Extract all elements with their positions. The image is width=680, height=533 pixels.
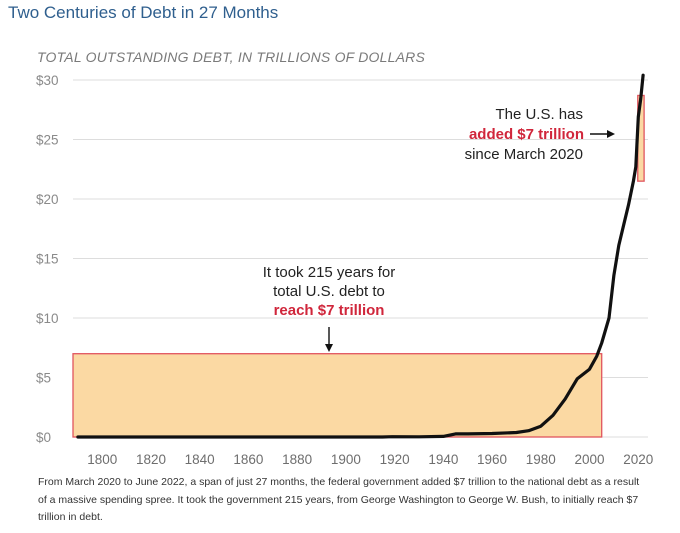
y-tick-label: $10 [36,311,59,326]
arrow-head [607,130,615,138]
annotation-text: The U.S. has [495,106,583,123]
highlight-boxes [72,94,645,438]
x-tick-label: 1940 [428,452,458,467]
x-tick-label: 2000 [575,452,605,467]
y-tick-label: $5 [36,371,51,386]
x-tick-label: 1800 [87,452,117,467]
x-tick-label: 2020 [623,452,653,467]
x-axis-ticks: 1800 1820 1840 1860 1880 1900 1920 1940 1960 1980… [87,452,653,467]
x-tick-label: 1980 [526,452,556,467]
y-tick-label: $15 [36,252,59,267]
annotation-highlight: added $7 trillion [469,126,584,143]
y-tick-label: $0 [36,430,51,445]
chart-caption: From March 2020 to June 2022, a span of … [38,476,640,523]
x-tick-label: 1920 [380,452,410,467]
x-tick-label: 1820 [136,452,166,467]
y-tick-label: $20 [36,192,59,207]
x-tick-label: 1860 [233,452,263,467]
x-tick-label: 1880 [282,452,312,467]
y-tick-label: $30 [36,73,59,88]
y-axis-label: TOTAL OUTSTANDING DEBT, IN TRILLIONS OF … [37,49,426,65]
chart-title: Two Centuries of Debt in 27 Months [8,3,279,22]
y-tick-label: $25 [36,133,59,148]
annotation-text: It took 215 years for [263,264,396,281]
annotations: It took 215 years for total U.S. debt to r… [263,106,615,352]
y-axis-ticks: $0 $5 $10 $15 $20 $25 $30 [36,73,59,445]
debt-series-line [76,73,645,439]
arrow-head [325,344,333,352]
highlight-box [72,353,603,438]
x-tick-label: 1900 [331,452,361,467]
annotation-highlight: reach $7 trillion [274,302,385,319]
x-tick-label: 1840 [185,452,215,467]
annotation-text: total U.S. debt to [273,283,385,300]
x-tick-label: 1960 [477,452,507,467]
annotation-text: since March 2020 [465,146,583,163]
